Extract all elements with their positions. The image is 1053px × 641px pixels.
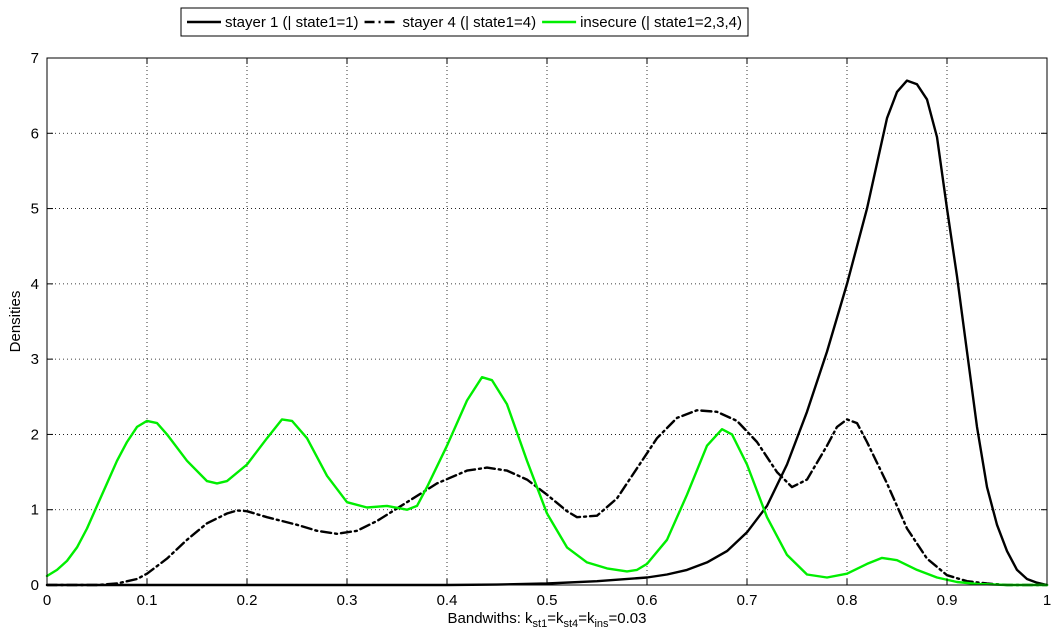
y-axis-label: Densities xyxy=(7,291,24,353)
x-tick-label: 0.6 xyxy=(637,592,658,609)
x-tick-label: 0.9 xyxy=(937,592,958,609)
series-line-1 xyxy=(45,79,1049,587)
y-tick-label: 2 xyxy=(31,426,39,443)
x-tick-label: 0.5 xyxy=(537,592,558,609)
x-tick-label: 0.4 xyxy=(437,592,458,609)
x-tick-label: 0.1 xyxy=(137,592,158,609)
series-lines xyxy=(45,79,1049,587)
x-axis-label-sub2: st4 xyxy=(564,618,579,630)
x-axis-label-suffix: =0.03 xyxy=(609,610,647,627)
y-tick-label: 3 xyxy=(31,351,39,368)
y-tick-label: 5 xyxy=(31,201,39,218)
x-axis-label-sub1: st1 xyxy=(533,618,548,630)
x-tick-label: 0.2 xyxy=(237,592,258,609)
x-axis-label-prefix: Bandwiths: k xyxy=(448,610,534,627)
x-axis-label-eq2: =k xyxy=(578,610,595,627)
x-axis-label-eq1: =k xyxy=(547,610,564,627)
x-axis-label-sub3: ins xyxy=(594,618,609,630)
series-line-3 xyxy=(45,376,1049,587)
ticks: 0 0.1 0.2 0.3 0.4 0.5 0.6 0.7 0.8 0.9 1 0 1 2 3 4 5 6 7 xyxy=(31,50,1052,609)
x-axis-label: Bandwiths: kst1=kst4=kins=0.03 xyxy=(448,610,647,630)
y-tick-label: 0 xyxy=(31,577,39,594)
x-tick-label: 0.7 xyxy=(737,592,758,609)
y-tick-label: 6 xyxy=(31,125,39,142)
x-tick-label: 0 xyxy=(43,592,51,609)
legend: stayer 1 (| state1=1) stayer 4 (| state1=… xyxy=(180,7,749,37)
y-tick-label: 1 xyxy=(31,502,39,519)
x-tick-label: 0.3 xyxy=(337,592,358,609)
legend-label-3: insecure (| state1=2,3,4) xyxy=(580,14,742,31)
y-tick-label: 4 xyxy=(31,276,39,293)
y-tick-label: 7 xyxy=(31,50,39,67)
grid xyxy=(47,58,1047,585)
legend-label-1: stayer 1 (| state1=1) xyxy=(225,14,359,31)
x-tick-label: 0.8 xyxy=(837,592,858,609)
legend-label-2: stayer 4 (| state1=4) xyxy=(403,14,537,31)
series-line-2 xyxy=(45,409,1049,587)
x-tick-label: 1 xyxy=(1043,592,1051,609)
legend-box xyxy=(180,7,749,37)
